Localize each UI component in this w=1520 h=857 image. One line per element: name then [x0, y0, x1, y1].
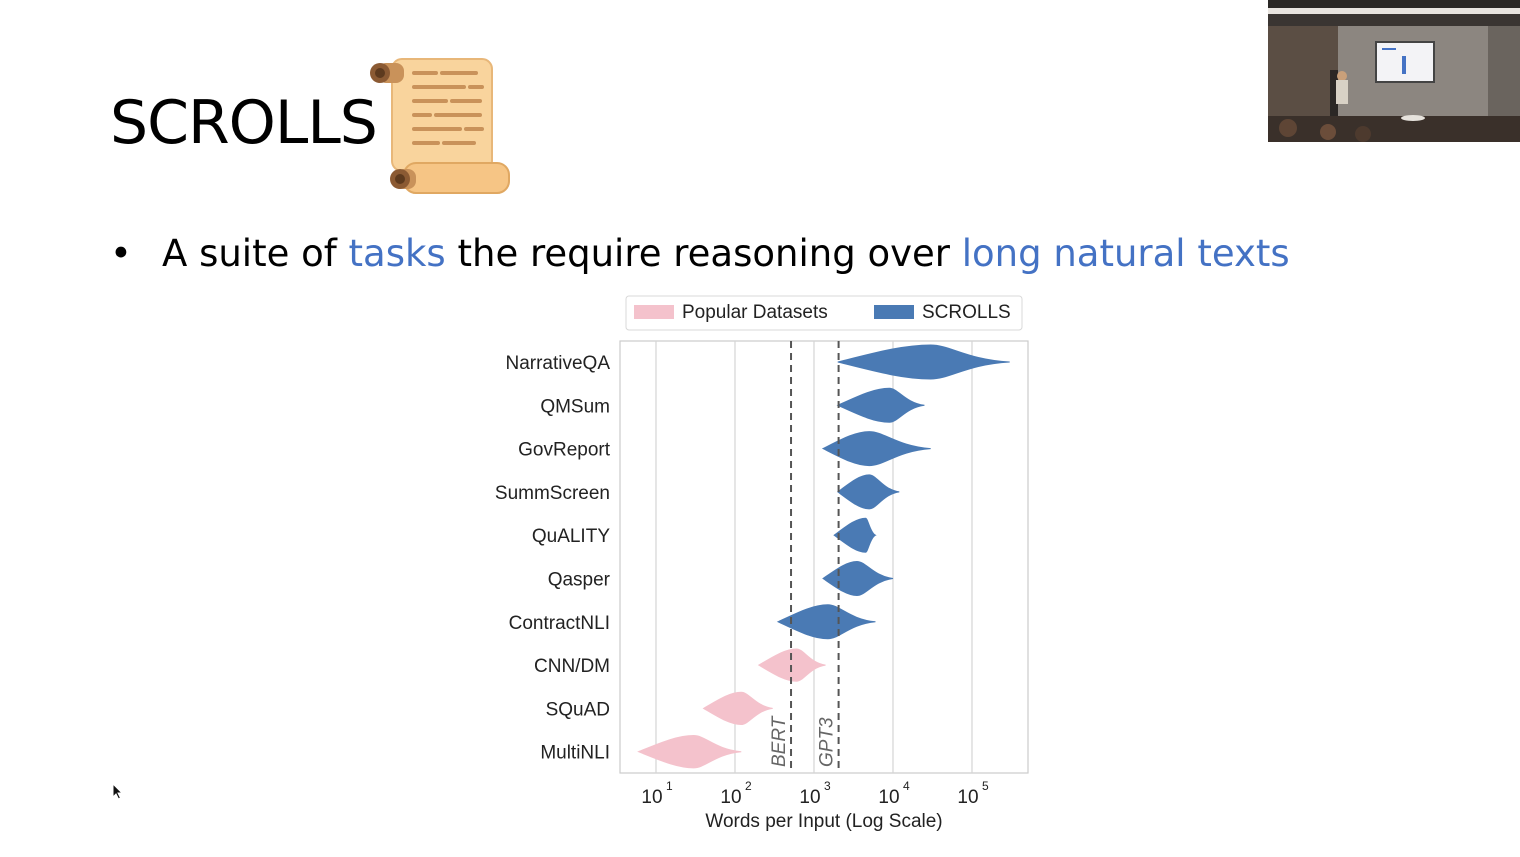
- category-label: MultiNLI: [540, 743, 610, 764]
- x-tick-exponent: 5: [982, 779, 989, 793]
- x-tick-label: 10: [720, 787, 741, 808]
- ref-label-gpt3: GPT3: [817, 717, 838, 767]
- violin-cnn-dm: [757, 648, 826, 682]
- category-label: CNN/DM: [534, 656, 610, 677]
- x-tick-exponent: 2: [745, 779, 752, 793]
- plot-area: [619, 340, 1029, 774]
- violin-quality: [833, 517, 877, 553]
- category-label: SQuAD: [546, 699, 610, 720]
- x-tick-label: 10: [878, 787, 899, 808]
- x-tick-label: 10: [799, 787, 820, 808]
- slide-title: SCROLLS: [110, 88, 378, 158]
- bullet-point: • A suite of tasks the require reasoning …: [110, 232, 1290, 275]
- scroll-icon: [370, 58, 510, 194]
- legend-label: Popular Datasets: [682, 302, 828, 323]
- x-tick-exponent: 1: [666, 779, 673, 793]
- category-label: Qasper: [548, 570, 611, 591]
- x-tick-exponent: 4: [903, 779, 910, 793]
- violin-squad: [702, 691, 773, 726]
- category-label: NarrativeQA: [505, 353, 610, 374]
- violin-qasper: [822, 560, 894, 597]
- ref-label-bert: BERT: [769, 715, 790, 767]
- violin-multinli: [637, 735, 742, 769]
- legend-swatch: [634, 305, 674, 319]
- violin-qmsum: [836, 387, 925, 423]
- x-tick-label: 10: [957, 787, 978, 808]
- legend-box: [625, 295, 1023, 331]
- category-label: QuALITY: [532, 526, 610, 547]
- x-axis-label: Words per Input (Log Scale): [705, 811, 942, 832]
- category-label: ContractNLI: [509, 613, 610, 634]
- bullet-text-1: A suite of: [162, 232, 349, 275]
- x-tick-exponent: 3: [824, 779, 831, 793]
- bullet-text-tasks: tasks: [348, 232, 446, 275]
- violin-contractnli: [776, 604, 876, 640]
- violin-summscreen: [836, 474, 900, 510]
- bullet-text-long-natural-texts: long natural texts: [961, 232, 1290, 275]
- bullet-symbol: •: [110, 232, 132, 275]
- category-label: GovReport: [518, 440, 611, 461]
- category-label: SummScreen: [495, 483, 610, 504]
- category-label: QMSum: [540, 396, 610, 417]
- bullet-text-2: the require reasoning over: [445, 232, 962, 275]
- x-tick-label: 10: [641, 787, 662, 808]
- violin-govreport: [821, 431, 931, 467]
- mouse-cursor-icon: [112, 783, 124, 800]
- violin-narrativeqa: [837, 344, 1010, 380]
- legend-swatch: [874, 305, 914, 319]
- speaker-webcam-video: [1268, 0, 1520, 142]
- legend-label: SCROLLS: [922, 302, 1011, 323]
